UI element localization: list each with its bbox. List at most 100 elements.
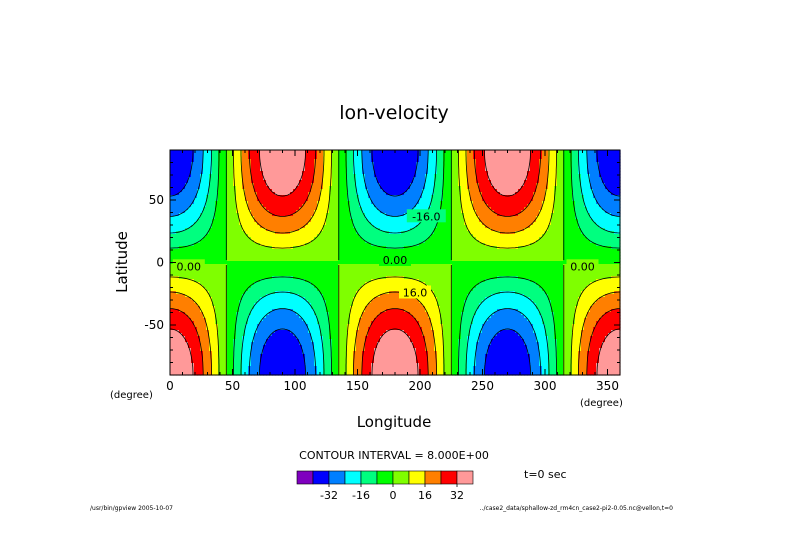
contour-cell (242, 177, 246, 181)
contour-cell (395, 159, 399, 163)
contour-cell (233, 156, 237, 160)
contour-cell (407, 165, 411, 169)
contour-cell (293, 156, 297, 160)
contour-cell (386, 210, 390, 214)
contour-cell (371, 219, 375, 223)
contour-cell (593, 177, 597, 181)
contour-cell (344, 198, 348, 202)
contour-cell (392, 183, 396, 187)
contour-cell (617, 222, 621, 226)
contour-cell (416, 180, 420, 184)
contour-cell (251, 204, 255, 208)
contour-cell (503, 180, 507, 184)
contour-cell (341, 168, 345, 172)
contour-cell (398, 207, 402, 211)
contour-cell (617, 210, 621, 214)
contour-cell (512, 159, 516, 163)
contour-cell (305, 183, 309, 187)
contour-cell (227, 153, 231, 157)
contour-cell (350, 156, 354, 160)
contour-cell (323, 198, 327, 202)
contour-cell (383, 222, 387, 226)
contour-cell (395, 177, 399, 181)
contour-cell (293, 216, 297, 220)
contour-cell (308, 156, 312, 160)
contour-cell (425, 204, 429, 208)
contour-cell (509, 222, 513, 226)
contour-cell (188, 186, 192, 190)
contour-cell (509, 195, 513, 199)
contour-cell (170, 216, 174, 220)
contour-cell (389, 192, 393, 196)
contour-cell (398, 156, 402, 160)
contour-cell (611, 162, 615, 166)
contour-cell (362, 183, 366, 187)
contour-cell (530, 204, 534, 208)
contour-cell (428, 150, 432, 154)
contour-cell (296, 222, 300, 226)
contour-cell (239, 219, 243, 223)
contour-cell (233, 174, 237, 178)
contour-cell (221, 156, 225, 160)
contour-cell (524, 183, 528, 187)
contour-cell (614, 159, 618, 163)
contour-cell (485, 210, 489, 214)
contour-cell (359, 159, 363, 163)
contour-cell (371, 204, 375, 208)
contour-cell (311, 162, 315, 166)
contour-cell (551, 219, 555, 223)
contour-cell (596, 183, 600, 187)
contour-cell (512, 156, 516, 160)
contour-cell (431, 201, 435, 205)
contour-cell (395, 180, 399, 184)
contour-cell (389, 180, 393, 184)
contour-cell (512, 216, 516, 220)
contour-cell (419, 165, 423, 169)
contour-cell (512, 180, 516, 184)
contour-cell (341, 156, 345, 160)
contour-cell (458, 165, 462, 169)
contour-cell (530, 213, 534, 217)
contour-cell (563, 189, 567, 193)
contour-cell (311, 174, 315, 178)
contour-cell (539, 198, 543, 202)
contour-cell (287, 186, 291, 190)
contour-cell (248, 168, 252, 172)
contour-cell (218, 153, 222, 157)
contour-cell (260, 189, 264, 193)
contour-cell (407, 189, 411, 193)
contour-cell (557, 207, 561, 211)
contour-cell (284, 165, 288, 169)
contour-cell (257, 174, 261, 178)
contour-cell (560, 171, 564, 175)
contour-cell (200, 177, 204, 181)
contour-cell (419, 201, 423, 205)
contour-cell (431, 183, 435, 187)
contour-cell (308, 168, 312, 172)
contour-cell (374, 219, 378, 223)
contour-cell (410, 204, 414, 208)
contour-cell (395, 156, 399, 160)
contour-cell (470, 222, 474, 226)
contour-cell (491, 183, 495, 187)
contour-cell (293, 198, 297, 202)
contour-cell (515, 192, 519, 196)
contour-cell (230, 201, 234, 205)
contour-cell (410, 222, 414, 226)
contour-cell (413, 168, 417, 172)
contour-cell (251, 165, 255, 169)
contour-cell (368, 204, 372, 208)
contour-cell (548, 207, 552, 211)
contour-cell (188, 177, 192, 181)
contour-cell (239, 204, 243, 208)
contour-cell (503, 222, 507, 226)
contour-cell (203, 222, 207, 226)
contour-cell (206, 168, 210, 172)
contour-cell (446, 150, 450, 154)
contour-cell (605, 201, 609, 205)
contour-cell (584, 165, 588, 169)
contour-cell (290, 186, 294, 190)
contour-cell (353, 159, 357, 163)
contour-cell (488, 168, 492, 172)
contour-cell (314, 162, 318, 166)
